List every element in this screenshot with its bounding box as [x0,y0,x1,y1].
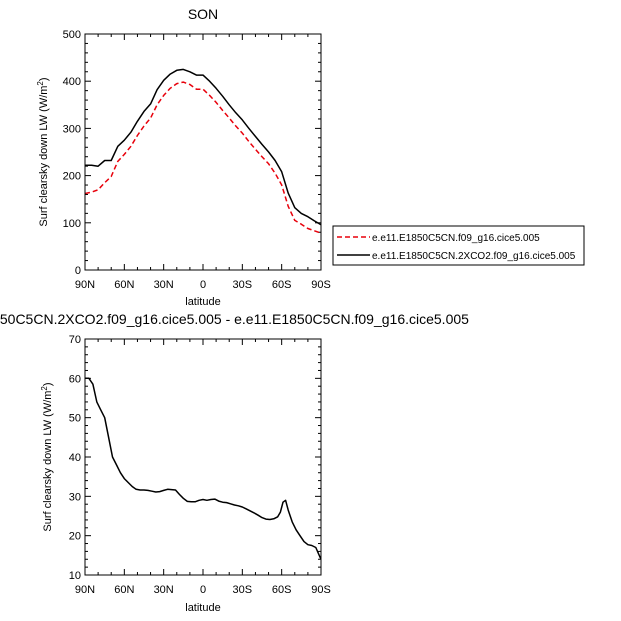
chart-1-y-tick-labels: 0 100 200 300 400 500 [63,29,81,277]
chart-2-y-label-superscript: 2 [40,386,49,391]
legend-label-control: e.e11.E1850C5CN.f09_g16.cice5.005 [372,233,540,244]
chart-1-title: SON [188,6,218,22]
chart-2-y-label-tail: ) [42,382,54,386]
y-tick-label: 0 [75,265,81,277]
y-tick-label: 200 [63,171,81,183]
y-tick-label: 500 [63,29,81,41]
y-tick-label: 30 [69,491,81,503]
chart-2-x-tick-labels: 90N 60N 30N 0 30S 60S 90S [75,584,331,596]
x-tick-label: 30N [154,584,174,596]
x-tick-label: 0 [200,584,206,596]
x-tick-label: 90N [75,279,95,291]
y-tick-label: 70 [69,334,81,346]
chart-1-y-label: Surf clearsky down LW (W/m2) [36,77,50,226]
x-tick-label: 60S [272,584,292,596]
y-tick-label: 300 [63,123,81,135]
chart-2-frame [84,338,322,576]
y-tick-label: 60 [69,373,81,385]
chart-2-series [85,377,321,560]
legend-box [332,225,585,266]
chart-1-legend: e.e11.E1850C5CN.f09_g16.cice5.005 e.e11.… [332,225,585,266]
y-tick-label: 50 [69,413,81,425]
x-tick-label: 60N [114,584,134,596]
chart-1-frame [84,33,322,271]
x-tick-label: 60S [272,279,292,291]
y-tick-label: 400 [63,76,81,88]
chart-1-x-label: latitude [185,296,220,308]
chart-1-y-label-tail: ) [38,77,50,81]
series-line-1 [85,68,321,226]
chart-2-y-label: Surf clearsky down LW (W/m2) [40,382,54,531]
chart-1-y-label-main: Surf clearsky down LW (W/m [38,86,50,227]
x-tick-label: 90N [75,584,95,596]
chart-1: SON 90N 60N 30N 0 30S 60S 90S 0 100 200 300 400 500… [36,6,585,308]
y-tick-label: 20 [69,531,81,543]
x-tick-label: 30S [233,279,253,291]
chart-1-ticks [84,33,322,271]
chart-2-x-label: latitude [185,602,220,614]
y-tick-label: 100 [63,218,81,230]
chart-2: e.e11.E1850C5CN.2XCO2.f09_g16.cice5.005 … [0,311,469,614]
x-tick-label: 30S [233,584,253,596]
y-tick-label: 40 [69,452,81,464]
chart-2-y-label-main: Surf clearsky down LW (W/m [42,391,54,532]
x-tick-label: 90S [311,279,331,291]
x-tick-label: 90S [311,584,331,596]
chart-1-y-label-superscript: 2 [36,81,45,86]
chart-2-title: e.e11.E1850C5CN.2XCO2.f09_g16.cice5.005 … [0,311,469,327]
x-tick-label: 60N [114,279,134,291]
chart-1-x-tick-labels: 90N 60N 30N 0 30S 60S 90S [75,279,331,291]
legend-label-2xco2: e.e11.E1850C5CN.2XCO2.f09_g16.cice5.005 [372,251,576,262]
y-tick-label: 10 [69,570,81,582]
series-line-0 [85,81,321,234]
chart-1-series [85,68,321,234]
x-tick-label: 30N [154,279,174,291]
chart-2-ticks [84,338,322,576]
series-line-0 [85,377,321,560]
chart-2-y-tick-labels: 10 20 30 40 50 60 70 [69,334,81,582]
x-tick-label: 0 [200,279,206,291]
